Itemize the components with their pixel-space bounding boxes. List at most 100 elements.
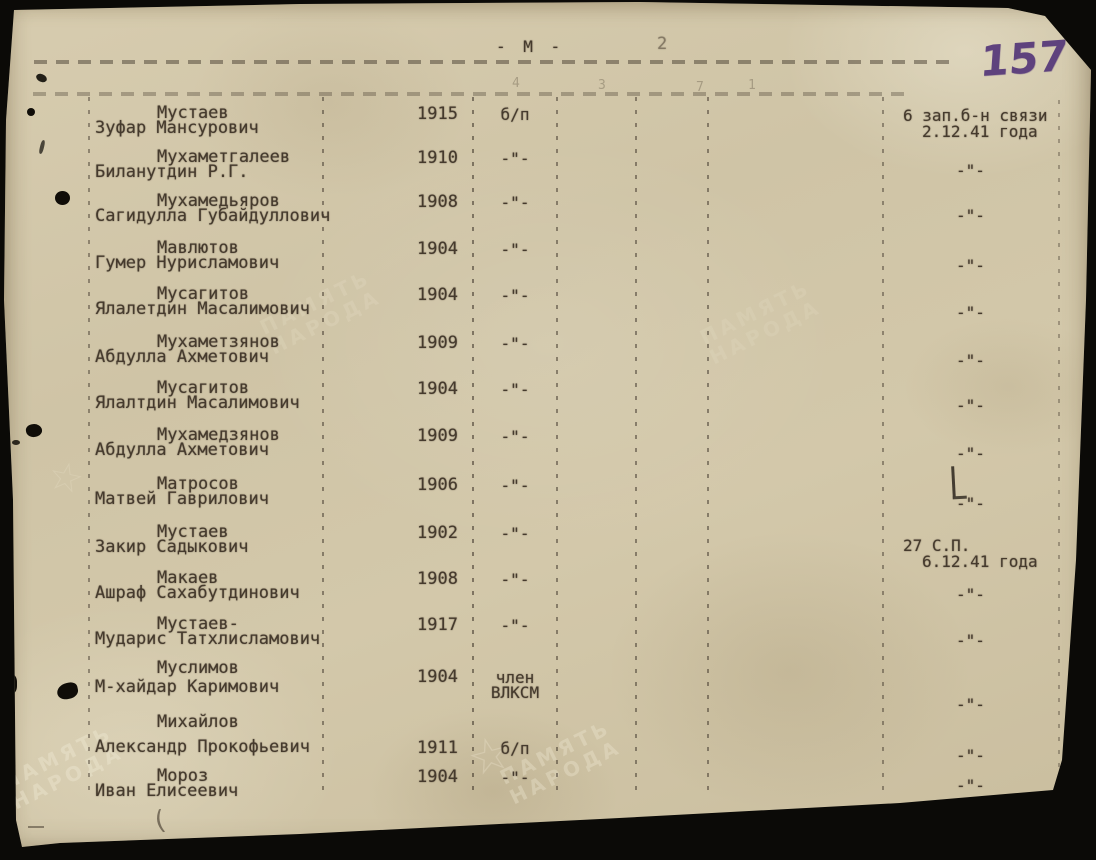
assignment-note-cell: -"-	[884, 697, 1060, 713]
person-name-cell: Мороз Иван Елисеевич	[88, 768, 340, 801]
person-given-names: М-хайдар Каримович	[95, 677, 280, 697]
party-status: б/п	[473, 739, 557, 758]
birth-year: 1909	[417, 333, 458, 353]
column-divider-dotted	[707, 97, 709, 792]
person-given-names: Закир Садыкович	[95, 537, 249, 557]
assignment-note-cell: -"-	[884, 446, 1060, 462]
watermark-text: ПАМЯТЬ НАРОДА	[696, 275, 826, 370]
assignment-note-cell: -"-	[884, 496, 1060, 512]
birth-year: 1904	[417, 667, 458, 687]
birth-year: 1910	[417, 148, 458, 168]
party-status: -"-	[473, 286, 557, 305]
party-status: -"-	[473, 768, 557, 787]
faint-column-number: 3	[598, 78, 606, 93]
person-surname: Мусагитов	[157, 284, 250, 304]
assignment-note-cell: -"-	[884, 305, 1060, 321]
assignment-note-cell: -"-	[884, 163, 1060, 179]
person-given-names: Александр Прокофьевич	[95, 737, 310, 757]
birth-year: 1902	[417, 523, 458, 543]
assignment-note-line1: -"-	[956, 161, 985, 180]
person-given-names: Ялалтдин Масалимович	[95, 393, 300, 413]
assignment-note-line1: -"-	[956, 351, 985, 370]
assignment-note-cell: -"-	[884, 258, 1060, 274]
person-name-cell: Мухаметзянов Абдулла Ахметович	[88, 332, 340, 366]
faint-column-number: 1	[748, 78, 756, 93]
ink-blot	[55, 191, 70, 205]
person-name-cell: Мусагитов Ялалетдин Масалимович	[88, 284, 340, 319]
person-surname: Мухаметзянов	[157, 332, 280, 352]
party-status: -"-	[473, 572, 557, 588]
person-name-cell: Мустаев Закир Садыкович	[88, 524, 340, 557]
column-divider-dotted	[556, 97, 558, 792]
assignment-note-cell: -"-	[884, 353, 1060, 369]
party-status: -"-	[473, 476, 557, 495]
party-status-line1: -"-	[500, 149, 530, 168]
person-surname: Матросов	[157, 474, 239, 494]
person-name-cell: Михайлов Александр Прокофьевич	[88, 714, 340, 757]
person-name-cell: Матросов Матвей Гаврилович	[88, 474, 340, 508]
person-name-cell: Мухаметгалеев Биланутдин Р.Г.	[88, 149, 340, 181]
birth-year: 1904	[417, 239, 458, 259]
ink-blot	[38, 139, 46, 155]
assignment-note-line1: -"-	[956, 746, 985, 765]
person-name-cell: Макаев Ашраф Сахабутдинович	[88, 568, 340, 603]
person-given-names: Ялалетдин Масалимович	[95, 299, 310, 319]
party-status-line1: -"-	[500, 768, 530, 787]
column-divider-dotted	[882, 97, 884, 792]
assignment-note-cell: -"-	[884, 587, 1060, 603]
assignment-note-line1: -"-	[956, 396, 985, 415]
party-status-line1: -"-	[500, 427, 530, 446]
assignment-note-cell: -"-	[884, 633, 1060, 649]
person-surname: Мухамедьяров	[157, 191, 280, 211]
person-name-cell: Мустаев- Мударис Татхлисламович	[88, 616, 340, 648]
person-surname: Мустаев	[157, 103, 229, 123]
ink-blot	[4, 674, 17, 694]
birth-year: 1909	[417, 426, 458, 446]
person-name-cell: Мухамедьяров Сагидулла Губайдуллович	[88, 191, 340, 225]
section-letter-heading: - М -	[496, 37, 565, 56]
assignment-note-cell: -"-	[884, 778, 1060, 794]
faint-column-number: 7	[696, 80, 704, 95]
birth-year: 1908	[417, 569, 458, 589]
party-status-line1: -"-	[500, 380, 530, 399]
person-surname: Мусагитов	[157, 378, 250, 398]
assignment-note-cell: 27 С.П. 6.12.41 года	[884, 538, 1060, 570]
person-given-names: Ашраф Сахабутдинович	[95, 583, 300, 603]
party-status-line1: б/п	[500, 105, 530, 124]
ink-blot	[55, 680, 80, 702]
assignment-note-line1: -"-	[956, 695, 985, 714]
party-status-line1: член	[495, 668, 535, 687]
person-name-cell: Мухамедзянов Абдулла Ахметович	[88, 427, 340, 459]
party-status-line1: -"-	[500, 334, 530, 353]
assignment-note-line1: 6 зап.б-н связи	[903, 106, 1048, 125]
column-divider-dotted	[1058, 100, 1060, 770]
assignment-note-line1: -"-	[956, 494, 985, 513]
party-status: -"-	[473, 618, 557, 634]
party-status: -"-	[473, 526, 557, 542]
pen-dash-mark	[28, 826, 44, 828]
assignment-note-cell: -"-	[884, 748, 1060, 764]
watermark-text: ПАМЯТЬ НАРОДА	[496, 715, 626, 810]
person-name-cell: Муслимов М-хайдар Каримович	[88, 660, 340, 697]
assignment-note-line1: 27 С.П.	[903, 536, 971, 555]
typed-dashed-rule	[33, 92, 911, 96]
column-divider-dotted	[635, 97, 637, 792]
page-number-typed: 2	[657, 34, 668, 54]
party-status-line1: -"-	[500, 286, 530, 305]
party-status-line2: ВЛКСМ	[490, 683, 540, 702]
party-status-line1: б/п	[500, 739, 530, 758]
assignment-note-line1: -"-	[956, 444, 985, 463]
assignment-note-cell: -"-	[884, 208, 1060, 224]
person-given-names: Иван Елисеевич	[95, 781, 239, 801]
assignment-note-line1: -"-	[956, 585, 985, 604]
party-status: б/п	[473, 105, 557, 124]
person-surname: Макаев	[157, 568, 219, 588]
assignment-note-line2: 6.12.41 года	[922, 552, 1038, 571]
party-status-line1: -"-	[500, 476, 530, 495]
ink-blot	[24, 422, 44, 439]
party-status: -"-	[473, 334, 557, 353]
birth-year: 1904	[417, 285, 458, 305]
column-divider-dotted	[472, 97, 474, 792]
person-name-cell: Мустаев Зуфар Мансурович	[88, 103, 340, 137]
